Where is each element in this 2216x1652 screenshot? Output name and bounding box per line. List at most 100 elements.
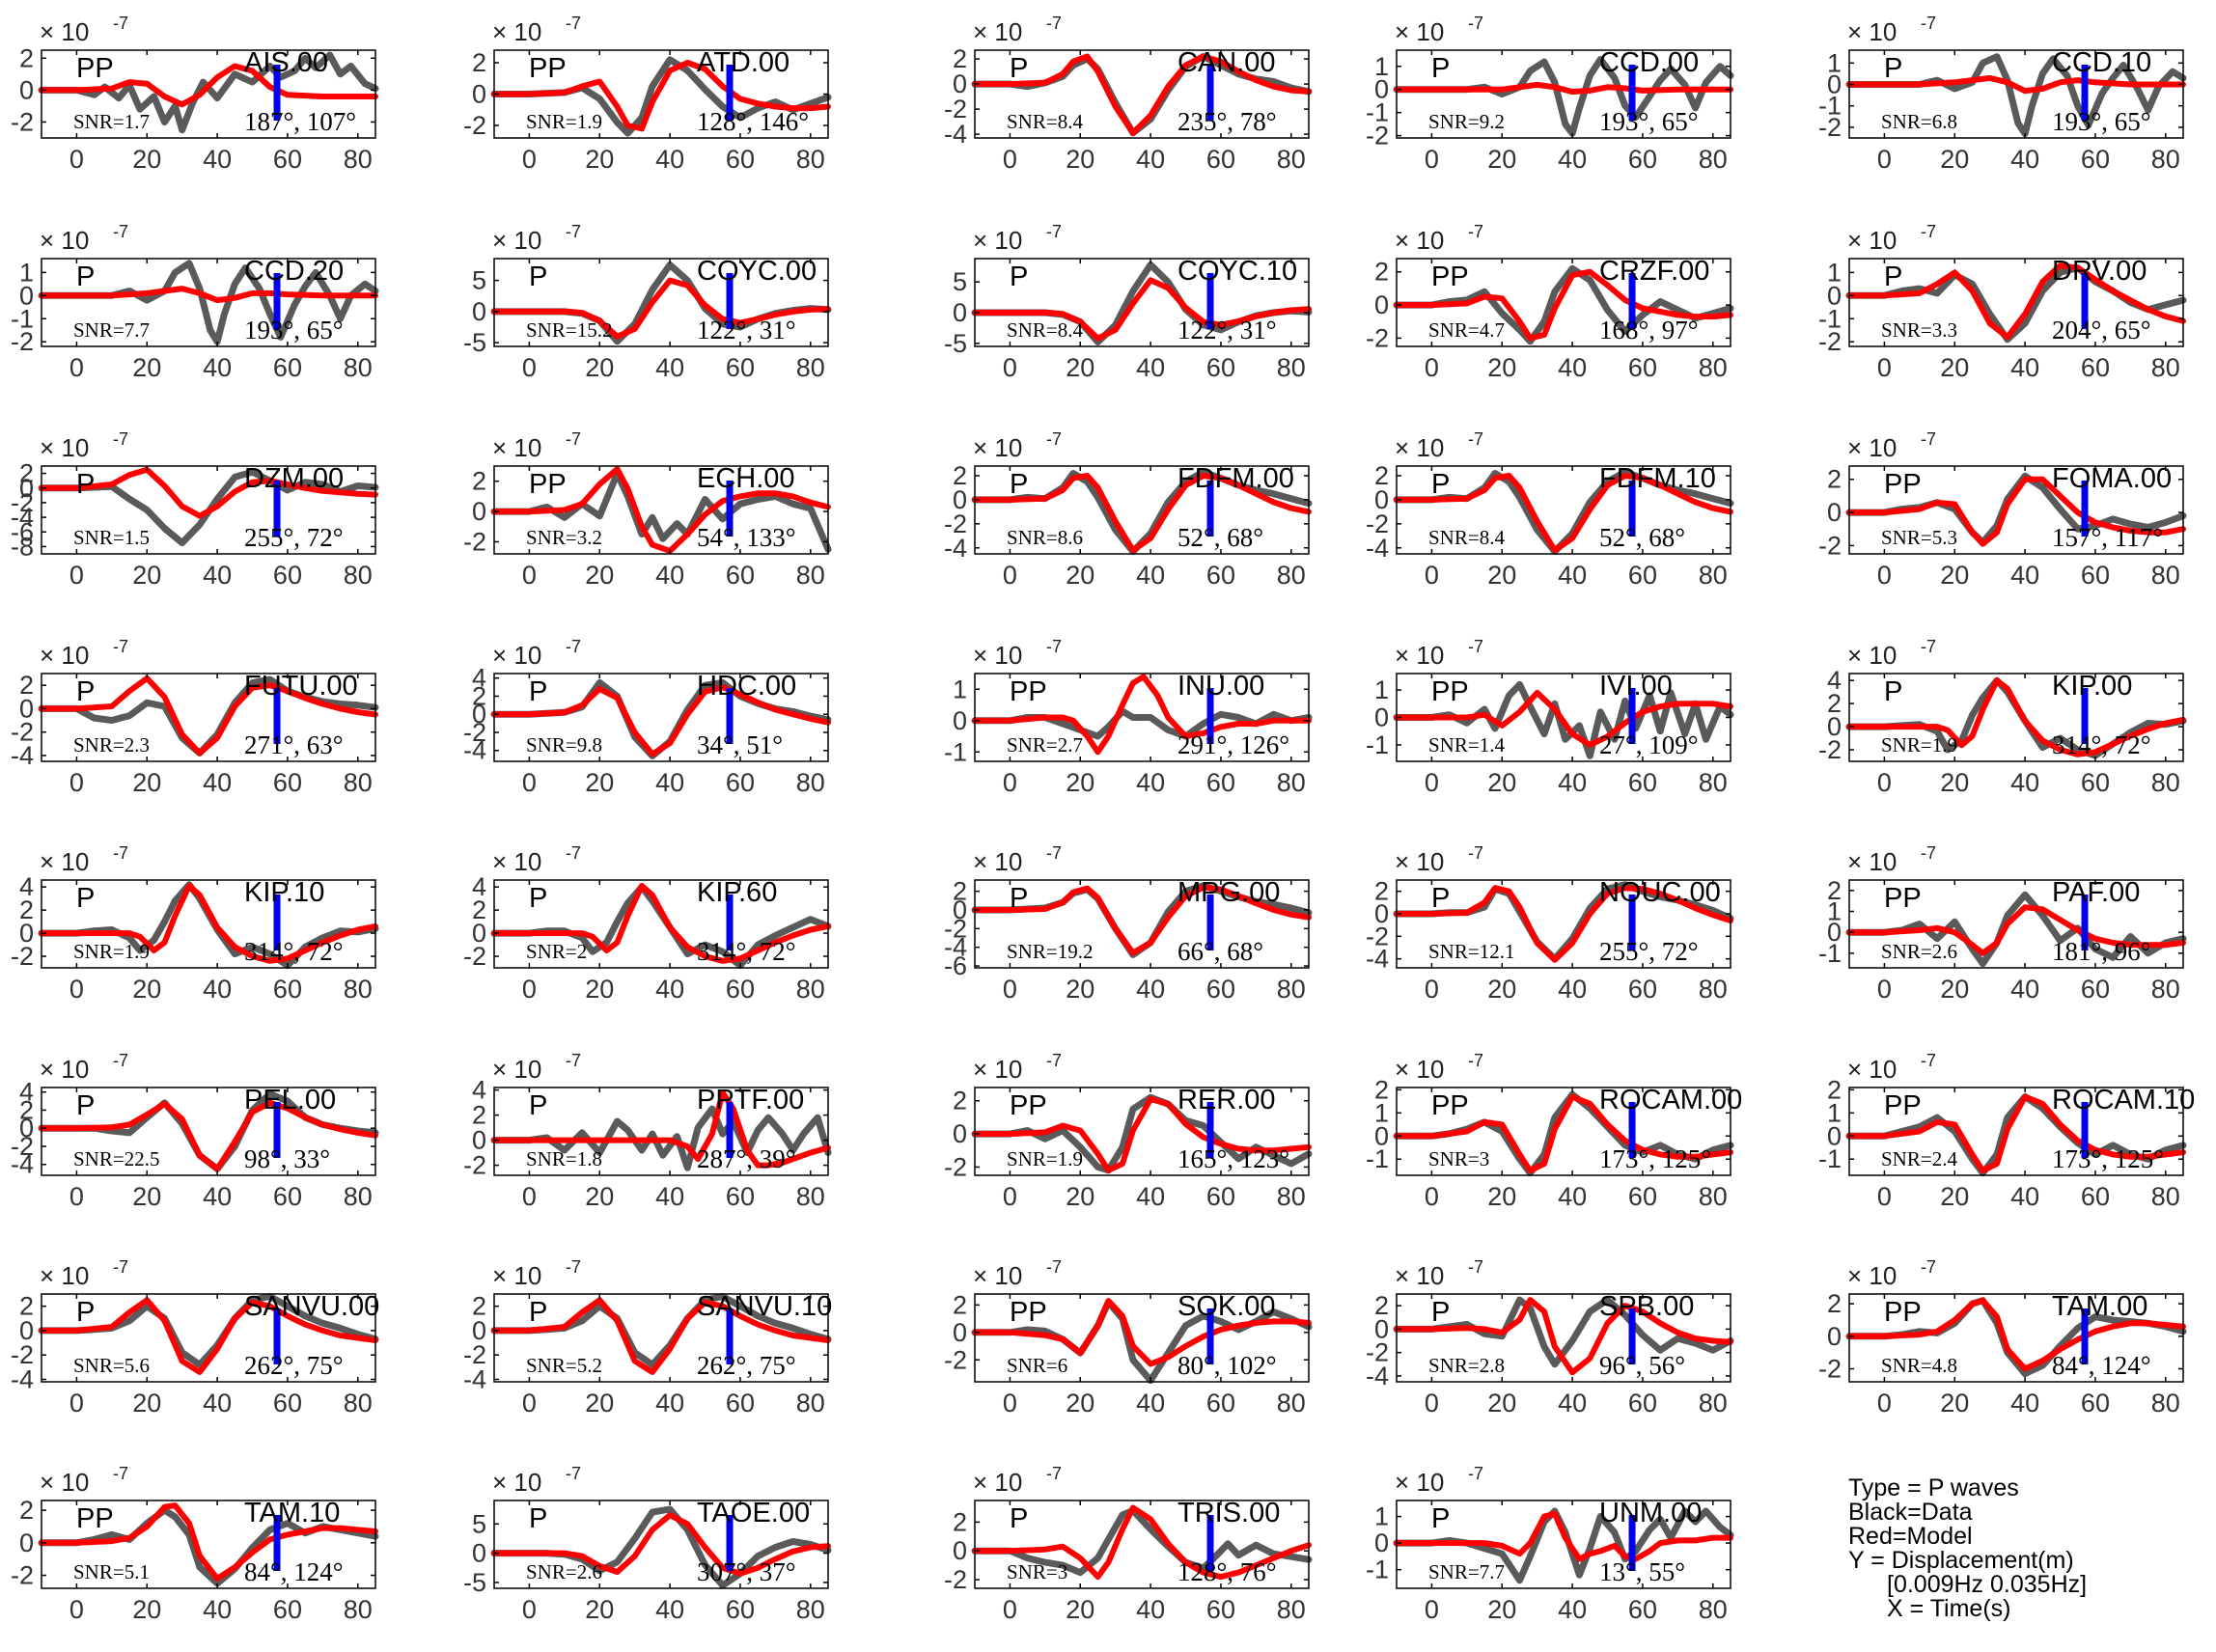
y-tick-label: -5 <box>463 328 486 357</box>
x-tick-label: 60 <box>1206 975 1235 1004</box>
x-tick-label: 0 <box>522 561 537 590</box>
snr-label: SNR=6.8 <box>1881 110 1957 133</box>
axes-box <box>41 673 376 762</box>
x-tick-label: 20 <box>1066 1389 1094 1418</box>
model-trace <box>1846 476 2186 547</box>
figure-legend: Type = P waves Black=Data Red=Model Y = … <box>1848 1476 2087 1621</box>
x-tick-label: 0 <box>522 1595 537 1624</box>
snr-label: SNR=1.5 <box>73 526 150 549</box>
x-tick-label: 20 <box>132 1182 161 1211</box>
phase-label: PP <box>1884 469 1922 500</box>
angles-label: 255°, 72° <box>1599 937 1699 966</box>
phase-label: PP <box>1010 1297 1047 1328</box>
station-label: ECH.00 <box>697 463 795 494</box>
x-tick-label: 40 <box>203 1389 232 1418</box>
exponent-label: × 10 <box>492 847 541 876</box>
snr-label: SNR=7.7 <box>73 318 150 342</box>
y-tick-label: 0 <box>19 694 34 723</box>
x-tick-label: 20 <box>585 1182 614 1211</box>
angles-label: 193°, 65° <box>2052 107 2151 136</box>
angles-label: 204°, 65° <box>2052 316 2151 344</box>
x-tick-label: 60 <box>2081 1389 2110 1418</box>
x-tick-label: 60 <box>726 561 755 590</box>
x-tick-label: 20 <box>1487 353 1516 382</box>
y-tick-label: 1 <box>1374 1502 1389 1531</box>
x-tick-label: 20 <box>585 561 614 590</box>
exponent-power: -7 <box>1468 14 1483 33</box>
angles-label: 52°, 68° <box>1599 523 1685 552</box>
axes-box <box>1848 49 2184 139</box>
y-tick-label: -1 <box>1818 939 1842 968</box>
x-tick-label: 0 <box>1425 975 1439 1004</box>
exponent-power: -7 <box>1046 1051 1062 1070</box>
model-trace <box>39 286 378 304</box>
station-label: FUTU.00 <box>244 671 358 702</box>
x-tick-label: 40 <box>203 561 232 590</box>
phase-label: P <box>1010 469 1028 500</box>
y-tick-label: 1 <box>1827 48 1842 77</box>
phase-label: P <box>529 676 547 707</box>
phase-label: PP <box>529 53 567 84</box>
x-tick-label: 60 <box>273 768 302 797</box>
y-tick-label: 4 <box>472 872 486 901</box>
x-tick-label: 0 <box>1003 1595 1017 1624</box>
station-label: SPB.00 <box>1599 1291 1694 1322</box>
x-tick-label: 0 <box>1425 353 1439 382</box>
snr-label: SNR=4.8 <box>1881 1354 1957 1377</box>
x-tick-label: 0 <box>522 1182 537 1211</box>
axes-box <box>1848 879 2184 969</box>
x-tick-label: 80 <box>2151 768 2180 797</box>
x-tick-label: 40 <box>203 975 232 1004</box>
x-tick-label: 0 <box>1003 561 1017 590</box>
x-tick-label: 40 <box>203 145 232 174</box>
x-tick-label: 0 <box>522 353 537 382</box>
y-tick-label: 2 <box>472 1292 486 1321</box>
angles-label: 27°, 109° <box>1599 730 1699 759</box>
phase-label: PP <box>529 469 567 500</box>
y-tick-label: -1 <box>1818 1144 1842 1173</box>
x-tick-label: 20 <box>1066 145 1094 174</box>
x-tick-label: 60 <box>726 1595 755 1624</box>
x-tick-label: 60 <box>273 1182 302 1211</box>
y-tick-label: -4 <box>11 1364 34 1393</box>
x-tick-label: 20 <box>1940 561 1969 590</box>
x-tick-label: 0 <box>1877 561 1892 590</box>
exponent-label: × 10 <box>1847 1055 1897 1084</box>
model-trace <box>1394 1093 1733 1174</box>
station-panel: × 10 -7 P COYC.10 SNR=8.4 122°, 31° 0 20 40 60 80 -… <box>944 222 1313 382</box>
station-panel: × 10 -7 PP IVI.00 SNR=1.4 27°, 109° 0 20 40 60 80 -… <box>1366 637 1734 797</box>
exponent-power: -7 <box>566 429 581 449</box>
exponent-label: × 10 <box>1395 1261 1444 1290</box>
x-tick-label: 40 <box>2010 1389 2039 1418</box>
x-tick-label: 20 <box>585 1389 614 1418</box>
x-tick-label: 80 <box>2151 561 2180 590</box>
axes-box <box>1848 465 2184 555</box>
model-trace <box>491 1297 831 1375</box>
y-tick-label: -1 <box>1818 92 1842 121</box>
phase-label: PP <box>1431 1090 1469 1121</box>
angles-label: 314°, 72° <box>244 937 344 966</box>
y-tick-label: -4 <box>11 1150 34 1179</box>
axes-box <box>493 879 829 969</box>
y-tick-label: 0 <box>472 700 486 729</box>
exponent-label: × 10 <box>973 1468 1022 1497</box>
x-tick-label: 20 <box>132 561 161 590</box>
x-tick-label: 20 <box>1940 353 1969 382</box>
y-tick-label: 0 <box>19 281 34 310</box>
y-tick-label: 2 <box>1827 1289 1842 1318</box>
snr-label: SNR=2.8 <box>1428 1354 1505 1377</box>
snr-label: SNR=3 <box>1428 1147 1489 1170</box>
y-tick-label: -2 <box>463 111 486 140</box>
snr-label: SNR=1.8 <box>526 1147 602 1170</box>
exponent-label: × 10 <box>40 433 89 462</box>
y-tick-label: -6 <box>11 517 34 546</box>
exponent-label: × 10 <box>973 17 1022 46</box>
angles-label: 157°, 117° <box>2052 523 2163 552</box>
y-tick-label: 5 <box>472 266 486 295</box>
x-tick-label: 20 <box>1940 768 1969 797</box>
x-tick-label: 60 <box>2081 353 2110 382</box>
phase-label: P <box>1010 883 1028 914</box>
y-tick-label: 2 <box>19 895 34 924</box>
